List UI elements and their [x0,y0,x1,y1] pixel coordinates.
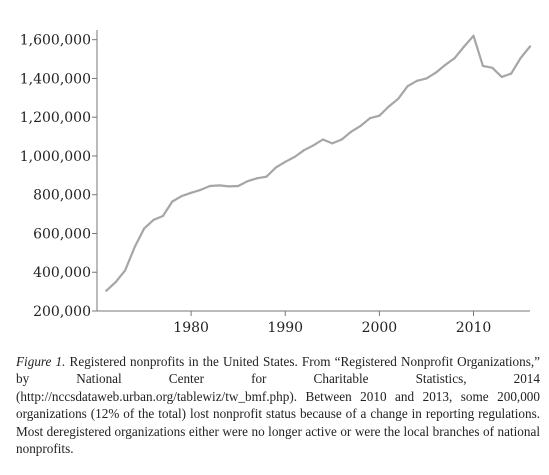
data-point [190,191,193,194]
data-point [208,184,212,188]
data-point [463,45,466,48]
data-point [199,188,202,191]
chart-axes [96,30,530,312]
data-point [274,166,277,169]
data-point [302,149,306,152]
data-point [528,45,532,48]
y-tick-label: 1,000,000 [20,149,91,165]
data-point [425,77,428,80]
data-point [161,214,164,218]
figure-caption: Figure 1. Registered nonprofits in the U… [16,353,540,457]
data-point [415,79,419,82]
data-point [491,66,494,69]
data-point [481,64,485,67]
data-point [218,184,221,187]
data-point [331,142,334,145]
data-point [321,138,325,141]
data-point [350,130,353,133]
data-point [368,117,372,120]
data-point [359,124,362,128]
data-point [133,245,136,249]
y-tick-label: 200,000 [33,304,91,320]
data-point [246,180,249,183]
y-tick-label: 600,000 [33,226,91,242]
x-axis-ticks: 1980 1990 2000 2010 [173,311,491,336]
x-tick-label: 2000 [362,320,398,336]
data-point [340,138,343,141]
data-point [500,75,503,78]
y-tick-label: 400,000 [33,265,91,281]
data-point [312,144,315,147]
data-point [114,280,117,284]
data-point [105,289,108,292]
data-point [472,34,475,37]
y-tick-label: 1,600,000 [20,33,91,49]
data-point [265,175,268,178]
x-tick-label: 2010 [456,320,492,336]
figure-label: Figure 1. [16,354,66,369]
figure-caption-text: Registered nonprofits in the United Stat… [16,354,540,457]
x-tick-label: 1980 [173,320,209,336]
data-point [378,114,381,117]
series-line [105,34,532,292]
x-tick-label: 1990 [267,320,303,336]
data-point [510,72,513,75]
data-point [293,155,296,159]
data-point [406,85,409,88]
data-point [142,227,146,230]
data-point [152,218,155,222]
data-point [444,63,447,66]
data-point [453,57,456,60]
registered-nonprofits-line-chart: 200,000 400,000 600,000 800,000 1,000,000 1,2… [20,30,532,336]
data-point [434,71,437,74]
y-tick-label: 1,200,000 [20,110,91,126]
y-tick-label: 1,400,000 [20,71,91,87]
data-point [519,57,522,60]
plot-area [105,34,532,292]
data-point [180,194,183,198]
y-tick-label: 800,000 [33,188,91,204]
data-point [237,184,240,188]
data-point [227,185,230,188]
data-point [255,177,259,180]
data-point [387,105,390,108]
data-point [124,269,127,272]
data-point [284,160,287,163]
y-axis-ticks: 200,000 400,000 600,000 800,000 1,000,000 1,2… [20,33,97,320]
data-point [397,97,400,100]
data-point [171,200,174,203]
